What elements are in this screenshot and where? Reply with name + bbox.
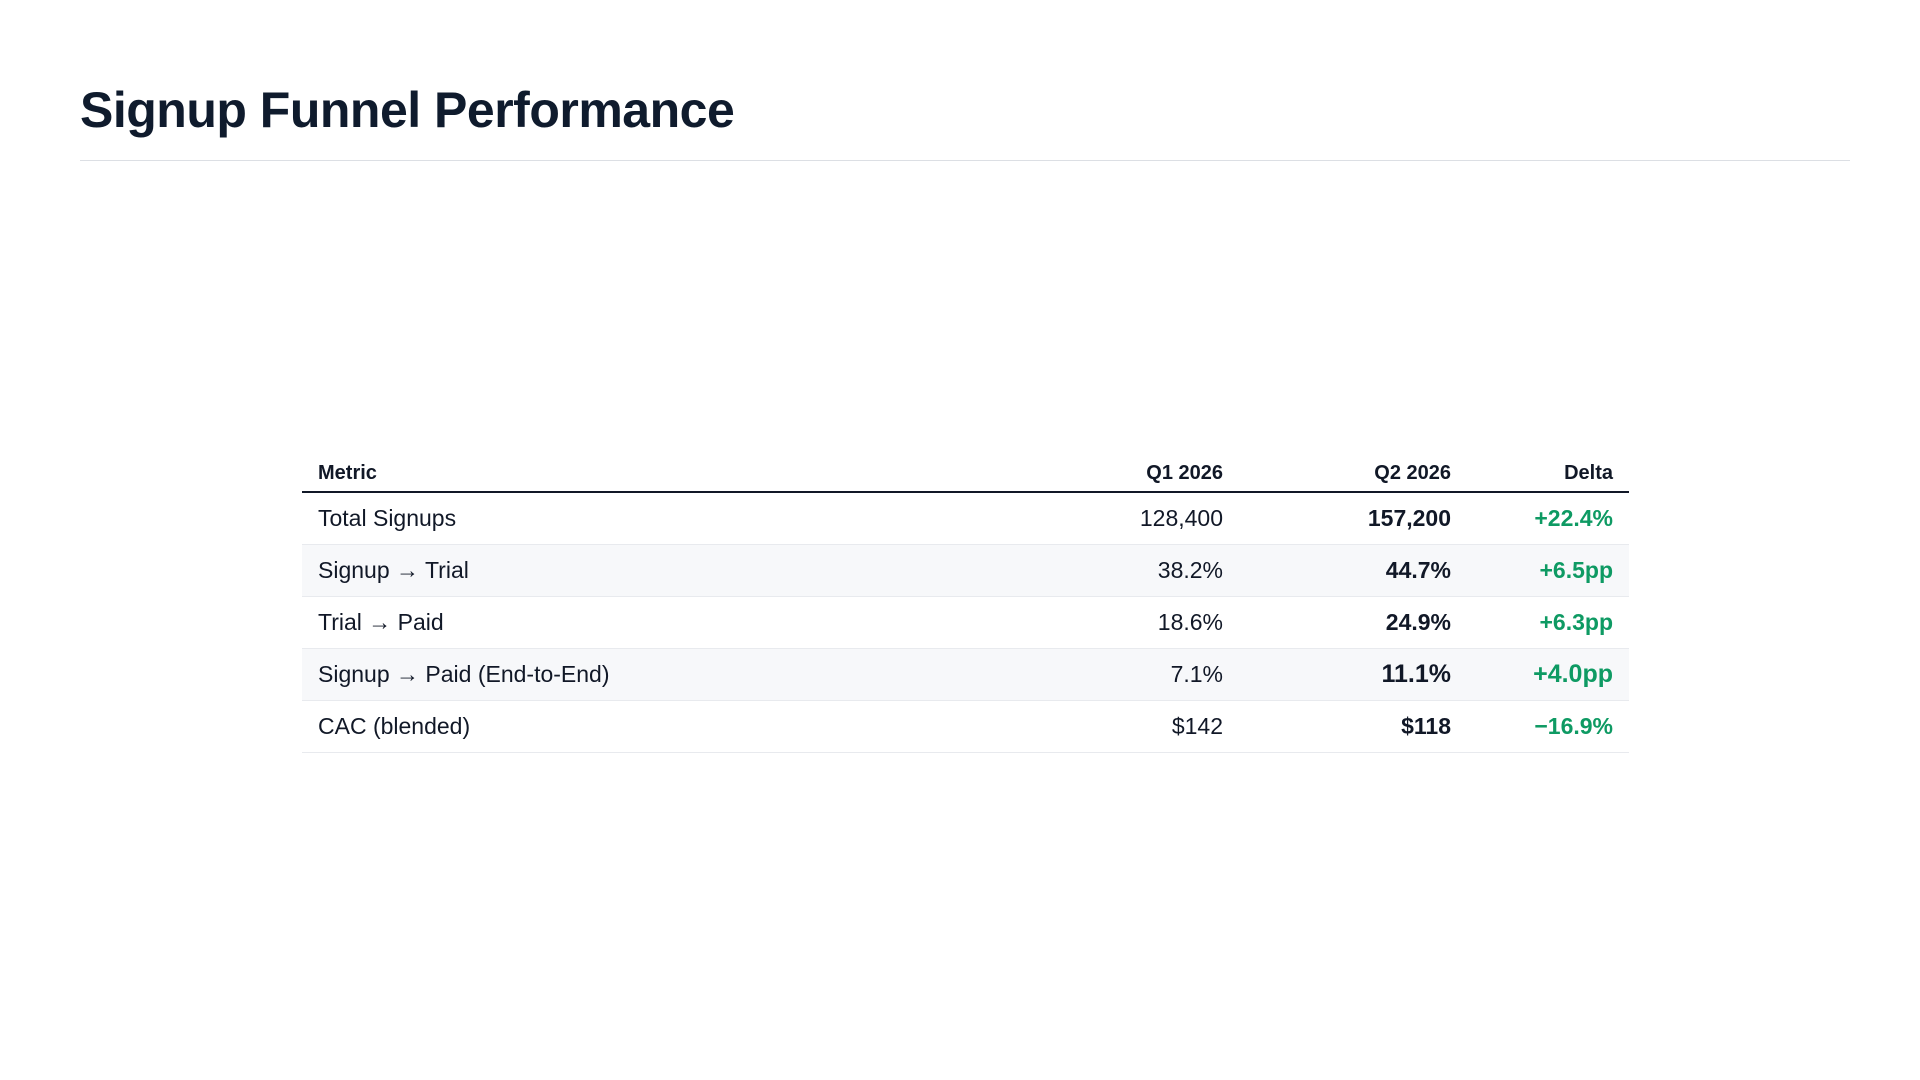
q1-value-cell: $142 bbox=[1018, 700, 1239, 753]
q1-value-cell: 18.6% bbox=[1018, 596, 1239, 649]
table-row: CAC (blended) $142 $118 −16.9% bbox=[302, 700, 1629, 753]
delta-value-cell: +22.4% bbox=[1467, 492, 1629, 545]
funnel-table-container: Metric Q1 2026 Q2 2026 Delta Total Signu… bbox=[302, 440, 1629, 753]
table-row: Trial → Paid 18.6% 24.9% +6.3pp bbox=[302, 596, 1629, 649]
q2-value-cell: 44.7% bbox=[1239, 544, 1467, 597]
metric-cell: Signup → Trial bbox=[302, 544, 1018, 597]
delta-value-cell: +6.5pp bbox=[1467, 544, 1629, 597]
title-divider bbox=[80, 160, 1850, 161]
column-header-q1: Q1 2026 bbox=[1018, 440, 1239, 493]
page-title: Signup Funnel Performance bbox=[80, 82, 735, 138]
metric-cell: Signup → Paid (End-to-End) bbox=[302, 648, 1018, 701]
funnel-table: Metric Q1 2026 Q2 2026 Delta Total Signu… bbox=[302, 440, 1629, 753]
delta-value-cell: −16.9% bbox=[1467, 700, 1629, 753]
q1-value-cell: 128,400 bbox=[1018, 492, 1239, 545]
metric-cell: Total Signups bbox=[302, 492, 1018, 545]
q2-value-cell: 24.9% bbox=[1239, 596, 1467, 649]
delta-value-cell: +4.0pp bbox=[1467, 648, 1629, 701]
q1-value-cell: 7.1% bbox=[1018, 648, 1239, 701]
q2-value-cell: $118 bbox=[1239, 700, 1467, 753]
table-header-row: Metric Q1 2026 Q2 2026 Delta bbox=[302, 440, 1629, 493]
column-header-metric: Metric bbox=[302, 440, 1018, 493]
table-row: Signup → Trial 38.2% 44.7% +6.5pp bbox=[302, 544, 1629, 597]
column-header-delta: Delta bbox=[1467, 440, 1629, 493]
table-row: Signup → Paid (End-to-End) 7.1% 11.1% +4… bbox=[302, 648, 1629, 701]
metric-cell: CAC (blended) bbox=[302, 700, 1018, 753]
q2-value-cell: 11.1% bbox=[1239, 648, 1467, 701]
metric-cell: Trial → Paid bbox=[302, 596, 1018, 649]
slide-header: Signup Funnel Performance bbox=[80, 78, 1850, 161]
q2-value-cell: 157,200 bbox=[1239, 492, 1467, 545]
table-row: Total Signups 128,400 157,200 +22.4% bbox=[302, 492, 1629, 545]
delta-value-cell: +6.3pp bbox=[1467, 596, 1629, 649]
column-header-q2: Q2 2026 bbox=[1239, 440, 1467, 493]
q1-value-cell: 38.2% bbox=[1018, 544, 1239, 597]
